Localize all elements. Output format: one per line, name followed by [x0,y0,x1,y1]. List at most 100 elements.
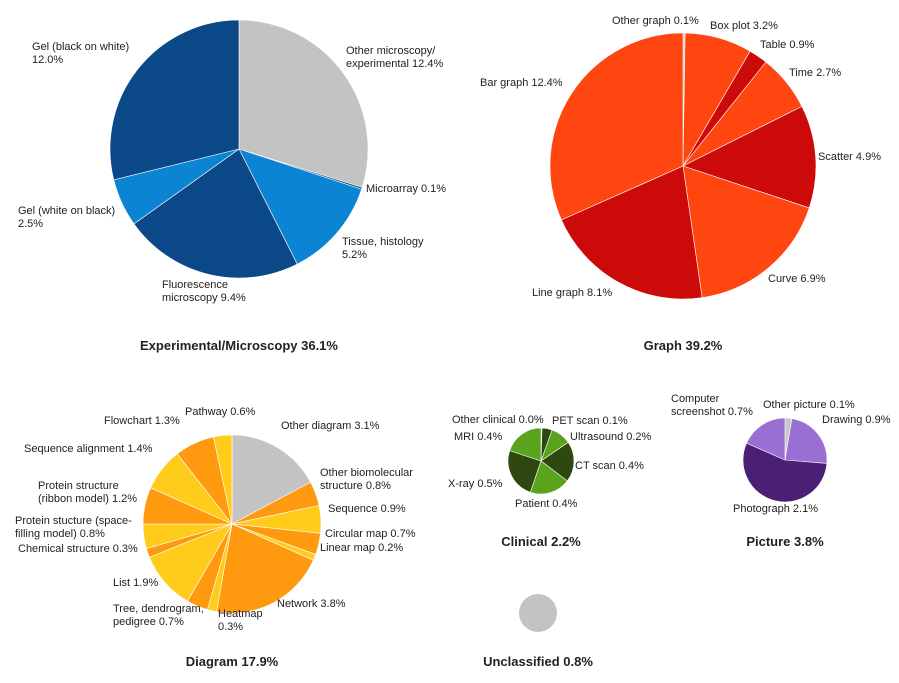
slice-label-circular-map-0-7: Circular map 0.7% [325,528,416,540]
slice-label-line: Linear map 0.2% [320,542,403,554]
slice-label-line: Other picture 0.1% [763,399,855,411]
slice-label-ultrasound-0-2: Ultrasound 0.2% [570,431,652,443]
slice-label-line: Table 0.9% [760,39,815,51]
diagram-pie: Other diagram 3.1% Other biomolecular stru… [15,406,416,669]
picture-pie: Other picture 0.1% Drawing 0.9% Photograph… [671,393,891,549]
slice-label-line: Line graph 8.1% [532,287,612,299]
slice-label-line: CT scan 0.4% [575,460,644,472]
pie-slice-mri-0-4 [509,427,542,462]
slice-label-line: MRI 0.4% [454,431,503,443]
slice-label-line: 5.2% [342,249,367,261]
slice-label-line: 0.3% [218,621,243,633]
slice-label-drawing-0-9: Drawing 0.9% [822,414,891,426]
slice-label-line: Patient 0.4% [515,498,578,510]
pie-slice-computer-screenshot-0-7 [746,417,786,461]
slice-label-computer-screenshot-0-7: Computer screenshot 0.7% [671,393,753,418]
slice-label-scatter-4-9: Scatter 4.9% [818,151,881,163]
slice-label-protein-structure-ribbon-model-1-2: Protein structure (ribbon model) 1.2% [38,480,137,505]
slice-label-list-1-9: List 1.9% [113,577,158,589]
slice-label-line: Other graph 0.1% [612,15,699,27]
slice-label-line: Tissue, histology [342,236,424,248]
slice-label-line: Other diagram 3.1% [281,420,380,432]
slice-label-line: Drawing 0.9% [822,414,891,426]
slice-label-line: Protein stucture (space- [15,515,132,527]
experimental-microscopy-pie: Other microscopy/experimental 12.4% Micro… [18,19,446,353]
slice-label-bar-graph-12-4: Bar graph 12.4% [480,77,563,89]
chart-title-experimental-microscopy-36-1: Experimental/Microscopy 36.1% [140,338,338,353]
pie-slice-x-ray-0-5 [507,450,542,493]
slice-label-other-biomolecular-structure-0-8: Other biomolecular structure 0.8% [320,467,413,492]
chart-title-picture-3-8: Picture 3.8% [746,534,824,549]
slice-label-line: PET scan 0.1% [552,415,628,427]
slice-label-photograph-2-1: Photograph 2.1% [733,503,818,515]
unclassified-pie: Unclassified 0.8% [483,594,593,669]
pie-slice-drawing-0-9 [784,418,828,464]
pie-slice-other-microscopy-experimental-12-4 [238,19,369,188]
slice-label-line: Heatmap [218,608,263,620]
slice-label-line: Other clinical 0.0% [452,414,544,426]
slice-label-x-ray-0-5: X-ray 0.5% [448,478,503,490]
clinical-pie: Other clinical 0.0% PET scan 0.1% Ultrasou… [448,414,652,549]
chart-title-diagram-17-9: Diagram 17.9% [186,654,279,669]
slice-label-network-3-8: Network 3.8% [277,598,346,610]
slice-label-line: Time 2.7% [789,67,841,79]
slice-label-line: Sequence 0.9% [328,503,406,515]
slice-label-line: experimental 12.4% [346,58,443,70]
pie-slice-bar-graph-12-4 [549,32,684,221]
pie-slice-patient-0-4 [529,460,568,495]
pie-slice-line-graph-8-1 [560,165,703,300]
slice-label-line: Tree, dendrogram, [113,603,204,615]
chart-title-clinical-2-2: Clinical 2.2% [501,534,581,549]
graph-pie: Other graph 0.1% Box plot 3.2% Table 0.9% T… [480,15,881,353]
slice-label-line: Microarray 0.1% [366,183,446,195]
slice-label-line: Box plot 3.2% [710,20,778,32]
slice-label-line: Scatter 4.9% [818,151,881,163]
pie-slice-other-diagram-3-1 [231,434,311,525]
slice-label-line: microscopy 9.4% [162,292,246,304]
pie-slice-slice-0 [519,594,557,632]
slice-label-pet-scan-0-1: PET scan 0.1% [552,415,628,427]
slice-label-line: screenshot 0.7% [671,406,753,418]
slice-label-other-clinical-0-0: Other clinical 0.0% [452,414,544,426]
slice-label-line: Flowchart 1.3% [104,415,180,427]
slice-label-line: Other biomolecular [320,467,413,479]
slice-label-time-2-7: Time 2.7% [789,67,841,79]
slice-label-line: Network 3.8% [277,598,346,610]
slice-label-line: Sequence alignment 1.4% [24,443,153,455]
slice-label-box-plot-3-2: Box plot 3.2% [710,20,778,32]
slice-label-heatmap-0-3: Heatmap 0.3% [218,608,263,633]
slice-label-other-picture-0-1: Other picture 0.1% [763,399,855,411]
pie-slice-scatter-4-9 [682,105,817,209]
slice-label-other-microscopy-experimental-12-4: Other microscopy/experimental 12.4% [346,45,443,70]
slice-label-line: Curve 6.9% [768,273,826,285]
slice-label-line: 2.5% [18,218,43,230]
slice-label-line: Gel (white on black) [18,205,115,217]
slice-label-line: Other microscopy/ [346,45,436,57]
slice-label-mri-0-4: MRI 0.4% [454,431,503,443]
slice-label-line: X-ray 0.5% [448,478,503,490]
slice-label-line: (ribbon model) 1.2% [38,493,137,505]
chart-title-graph-39-2: Graph 39.2% [644,338,723,353]
pie-slice-network-3-8 [216,523,314,614]
slice-label-line: 12.0% [32,54,63,66]
slice-label-pathway-0-6: Pathway 0.6% [185,406,256,418]
pie-slice-ct-scan-0-4 [540,441,575,482]
slice-label-line: List 1.9% [113,577,158,589]
slice-label-line: Computer [671,393,720,405]
slice-label-line: Gel (black on white) [32,41,129,53]
slice-label-line: Ultrasound 0.2% [570,431,652,443]
slice-label-tissue-histology-5-2: Tissue, histology 5.2% [342,236,424,261]
slice-label-line-graph-8-1: Line graph 8.1% [532,287,612,299]
slice-label-fluorescence-microscopy-9-4: Fluorescence microscopy 9.4% [162,279,246,304]
slice-label-line: Protein structure [38,480,119,492]
slice-label-line: Circular map 0.7% [325,528,416,540]
slice-label-sequence-0-9: Sequence 0.9% [328,503,406,515]
slice-label-curve-6-9: Curve 6.9% [768,273,826,285]
slice-label-other-graph-0-1: Other graph 0.1% [612,15,699,27]
slice-label-ct-scan-0-4: CT scan 0.4% [575,460,644,472]
slice-label-line: Chemical structure 0.3% [18,543,138,555]
slice-label-protein-stucture-space-filling-model-0-8: Protein stucture (space-filling model) 0… [15,515,132,540]
slice-label-sequence-alignment-1-4: Sequence alignment 1.4% [24,443,153,455]
slice-label-chemical-structure-0-3: Chemical structure 0.3% [18,543,138,555]
